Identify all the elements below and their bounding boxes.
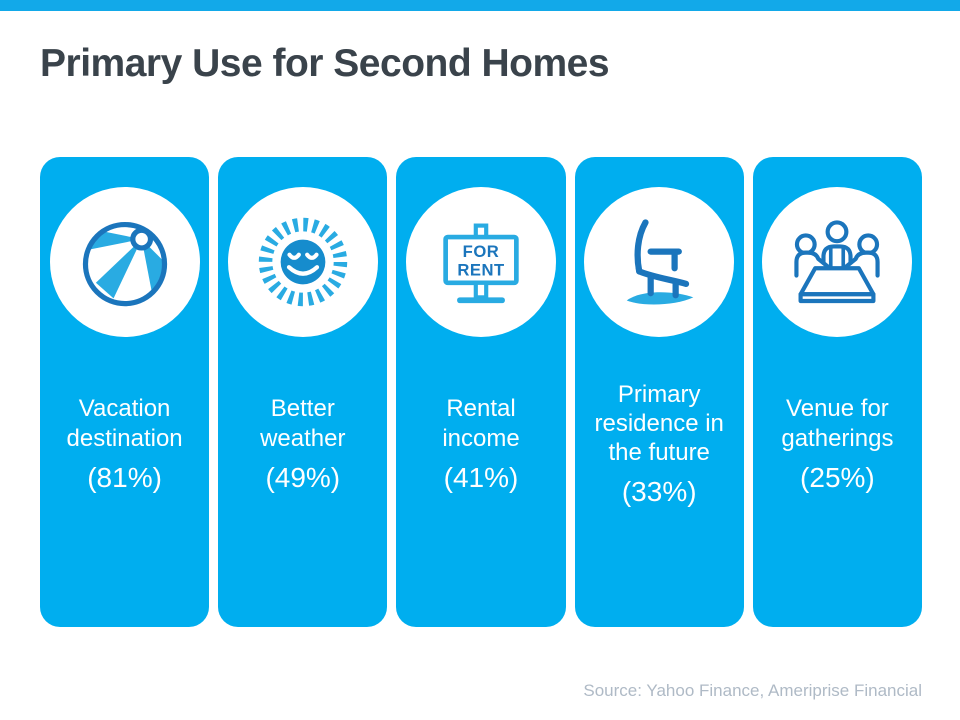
card-vacation-destination: Vacation destination (81%) [40, 157, 210, 627]
cards-row: Vacation destination (81%) Better weath [40, 157, 923, 627]
card-percent: (33%) [621, 476, 697, 508]
rocking-chair-icon [626, 219, 694, 305]
card-percent: (41%) [443, 461, 519, 493]
card-text: Better weather (49%) [237, 369, 369, 519]
card-label: Primary residence in the future [594, 380, 724, 467]
card-percent: (81%) [87, 461, 162, 493]
smiling-sun-icon [258, 217, 347, 307]
card-text: Vacation destination (81%) [59, 369, 191, 519]
card-better-weather: Better weather (49%) [218, 157, 388, 627]
card-label: Venue for gatherings [781, 395, 894, 452]
card-text: Rental income (41%) [415, 369, 547, 519]
card-text: Venue for gatherings (25%) [771, 369, 903, 519]
card-label: Better weather [260, 395, 346, 452]
beach-ball-icon [82, 221, 167, 307]
card-primary-residence: Primary residence in the future (33%) [574, 157, 744, 627]
card-label: Rental income [442, 395, 520, 452]
sign-text-line1: FOR [463, 242, 500, 261]
card-text: Primary residence in the future (33%) [593, 369, 725, 519]
icon-circle: FOR RENT [406, 187, 556, 337]
slide-title: Primary Use for Second Homes [40, 42, 610, 85]
icon-circle [227, 187, 378, 337]
card-venue-gatherings: Venue for gatherings (25%) [752, 157, 923, 627]
for-rent-sign-icon: FOR RENT [443, 223, 519, 304]
icon-circle [49, 187, 200, 337]
card-percent: (25%) [800, 461, 875, 493]
sign-text-line2: RENT [457, 261, 504, 280]
card-rental-income: FOR RENT Rental income (41%) [396, 157, 566, 627]
source-attribution: Source: Yahoo Finance, Ameriprise Financ… [583, 681, 922, 700]
card-percent: (49%) [265, 461, 341, 493]
card-label: Vacation destination [66, 395, 183, 452]
top-accent-bar [0, 0, 960, 11]
icon-circle [584, 187, 735, 337]
meeting-table-icon [794, 220, 881, 304]
icon-circle [762, 187, 913, 337]
